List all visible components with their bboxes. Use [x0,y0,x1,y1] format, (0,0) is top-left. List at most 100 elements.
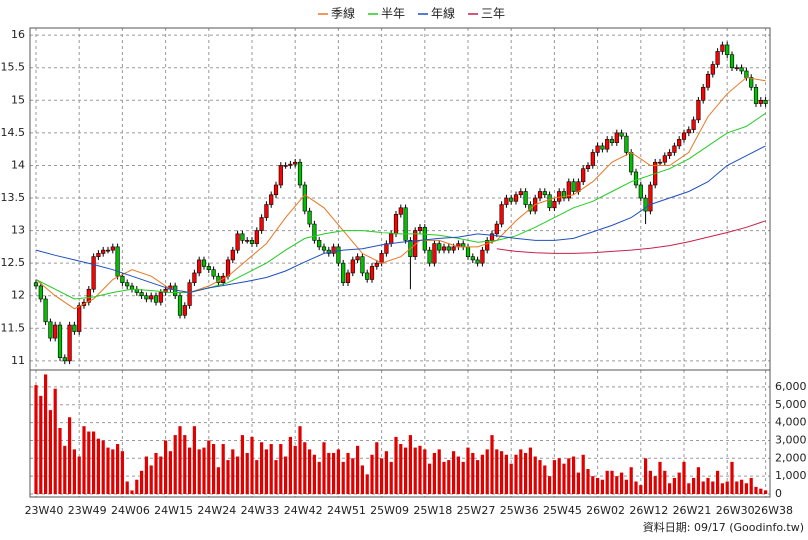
candle-body [96,253,101,257]
y-tick-label: 13 [11,224,25,237]
candle-body [53,324,58,339]
candle-body [187,282,192,306]
y-tick-label: 11.5 [1,321,26,334]
candle-body [177,295,183,316]
y-tick-label: 14 [11,158,25,171]
volume-bar [552,460,556,494]
volume-bar [384,451,388,494]
candle-body [269,194,274,205]
volume-bar [192,426,196,494]
candle-body [648,184,653,212]
volume-bar [692,477,696,494]
candle-body [494,223,499,235]
candle-body [245,240,250,242]
volume-bar [557,458,561,494]
candle-body [91,256,96,290]
x-tick-label: 24W42 [284,504,323,517]
candle-body [696,100,701,121]
candle-body [509,197,514,202]
volume-bar [82,426,86,494]
volume-bar [461,461,465,494]
volume-bar [317,461,321,494]
volume-bar [279,444,283,494]
x-tick-label: 25W45 [543,504,582,517]
volume-bar [77,456,81,494]
volume-bar [759,488,763,494]
volume-bar [346,452,350,494]
candle-body [662,155,667,163]
candle-body [715,51,720,65]
volume-bar [711,481,715,494]
candle-body [465,246,471,257]
volume-bar [720,483,724,494]
candle-body [120,275,125,284]
volume-bar [106,447,110,494]
volume-bar [730,461,734,494]
volume-bar [668,483,672,494]
volume-bar [231,449,235,494]
candle-body [149,295,154,300]
volume-bar [701,481,705,494]
candle-body [461,243,466,248]
volume-bar [140,470,144,494]
volume-bar [677,472,681,494]
candle-body [230,249,235,261]
volume-bar [466,447,470,494]
volume-bar [495,449,499,494]
volume-bar [663,470,667,494]
volume-tick-label: 5,000 [775,398,807,411]
volume-bar [437,449,441,494]
volume-bar [629,467,633,494]
candle-body [144,295,149,300]
candle-body [667,152,672,156]
y-tick-label: 15 [11,93,25,106]
candle-body [235,233,240,251]
y-tick-label: 16 [11,28,25,41]
volume-bar [567,458,571,494]
volume-bar [322,442,326,494]
volume-bar [581,454,585,494]
volume-bar [197,449,201,494]
volume-bar [500,451,504,494]
volume-tick-label: 2,000 [775,451,807,464]
candle-body [115,246,120,277]
volume-bar [615,476,619,494]
candle-body [211,269,216,277]
candle-body [470,256,475,261]
volume-bar [125,481,129,494]
candle-body [451,246,456,251]
x-tick-label: 26W30 [716,504,755,517]
volume-bar [696,467,700,494]
candle-body [537,191,543,199]
volume-bar [58,427,62,494]
candle-body [561,191,567,199]
candle-body [216,275,221,284]
candle-body [278,165,283,186]
volume-bar [533,456,537,494]
x-tick-label: 26W38 [754,504,793,517]
volume-bar [336,449,340,494]
volume-bar [288,436,292,494]
candle-body [523,191,528,205]
volume-bar [447,460,451,494]
volume-bar [538,460,542,494]
legend-label: 三年 [481,7,505,21]
volume-bar [173,435,177,494]
x-tick-label: 26W02 [586,504,625,517]
candle-body [417,227,423,231]
candle-body [705,73,711,88]
candle-body [288,163,293,166]
volume-bar [634,481,638,494]
y-tick-label: 12 [11,289,25,302]
candle-body [638,184,643,199]
candle-body [749,77,754,88]
volume-tick-label: 3,000 [775,433,807,446]
volume-bar [207,440,211,494]
volume-bar [34,385,38,494]
volume-bar [394,436,398,494]
volume-bar [764,490,768,494]
volume-bar [39,395,43,494]
volume-bar [572,456,576,494]
candle-body [374,262,379,267]
volume-bar [706,477,710,494]
